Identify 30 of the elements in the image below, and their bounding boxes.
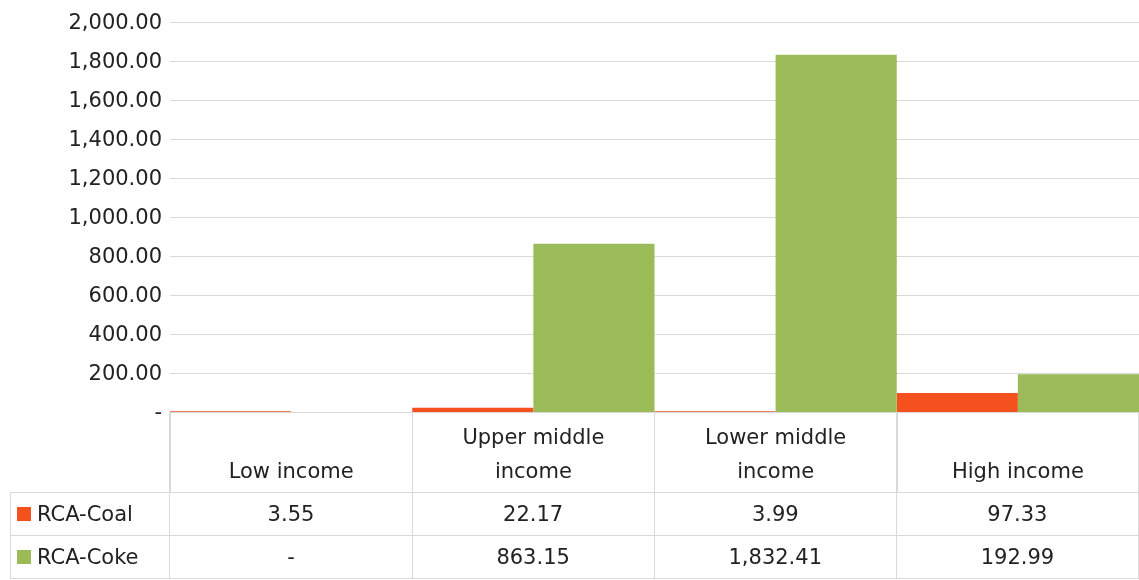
y-tick-label: - bbox=[154, 400, 162, 424]
data-label: 3.55 bbox=[169, 492, 413, 535]
data-label: 22.17 bbox=[412, 492, 655, 535]
data-label: 192.99 bbox=[896, 535, 1139, 578]
x-tick-label: Low income bbox=[228, 459, 354, 483]
y-tick-label: 1,000.00 bbox=[68, 205, 162, 229]
legend-label: RCA-Coal bbox=[10, 492, 170, 535]
x-tick-label: High income bbox=[951, 459, 1084, 483]
y-tick-label: 1,200.00 bbox=[68, 166, 162, 190]
y-tick-label: 200.00 bbox=[88, 361, 162, 385]
y-tick-label: 1,800.00 bbox=[68, 49, 162, 73]
data-label: - bbox=[169, 535, 413, 578]
x-tick-label: Lower middle income bbox=[704, 425, 847, 483]
data-label: 97.33 bbox=[896, 492, 1139, 535]
data-label: 3.99 bbox=[654, 492, 897, 535]
x-tick-label: Upper middle income bbox=[462, 425, 605, 483]
y-tick-label: 400.00 bbox=[88, 322, 162, 346]
y-tick-label: 600.00 bbox=[88, 283, 162, 307]
data-label: 1,832.41 bbox=[654, 535, 897, 578]
data-label: 863.15 bbox=[412, 535, 655, 578]
y-tick-label: 2,000.00 bbox=[68, 10, 162, 34]
bar bbox=[1017, 374, 1139, 412]
y-tick-label: 800.00 bbox=[88, 244, 162, 268]
y-tick-label: 1,600.00 bbox=[68, 88, 162, 112]
bar bbox=[896, 393, 1018, 412]
legend-label: RCA-Coke bbox=[10, 535, 170, 578]
bar bbox=[775, 54, 897, 412]
bar bbox=[412, 407, 534, 412]
bar bbox=[533, 243, 655, 412]
y-tick-label: 1,400.00 bbox=[68, 127, 162, 151]
